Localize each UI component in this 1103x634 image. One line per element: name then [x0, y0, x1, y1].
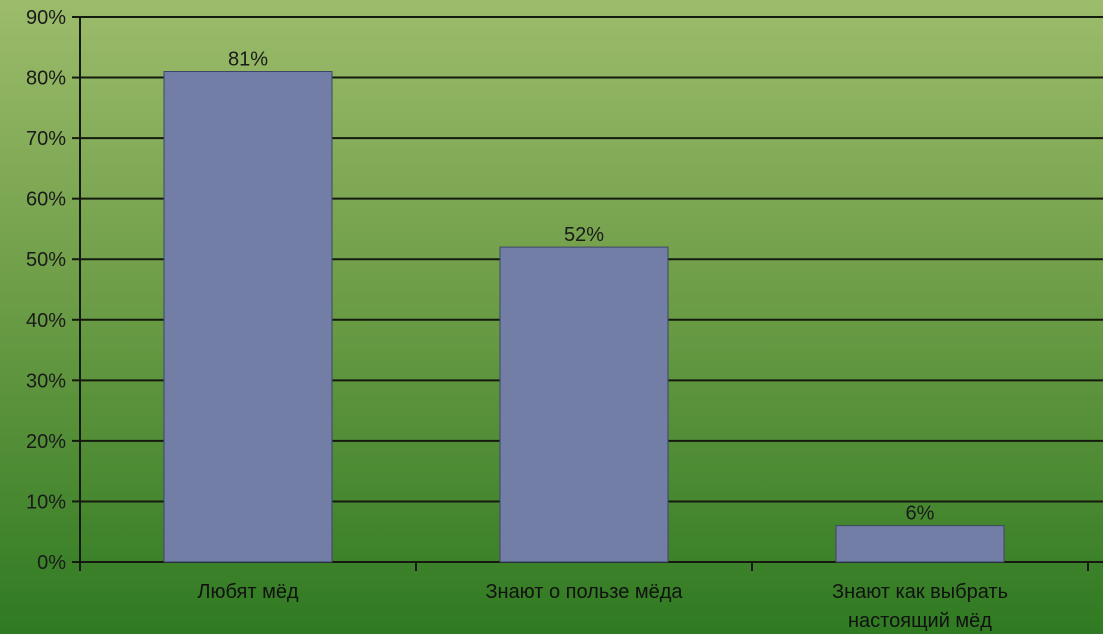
y-tick-label: 60%	[26, 189, 66, 211]
y-tick-label: 80%	[26, 68, 66, 90]
x-category-label: Знают о пользе мёда	[485, 581, 683, 603]
y-tick-label: 40%	[26, 310, 66, 332]
y-tick-label: 90%	[26, 7, 66, 29]
y-tick-label: 20%	[26, 431, 66, 453]
x-category-label: Любят мёд	[197, 581, 299, 603]
bar	[499, 246, 669, 563]
y-tick-label: 0%	[37, 552, 66, 574]
x-category-label: Знают как выбрать	[832, 581, 1008, 603]
data-label: 6%	[906, 503, 935, 525]
y-tick-label: 50%	[26, 249, 66, 271]
bar	[163, 71, 333, 563]
y-tick-label: 70%	[26, 128, 66, 150]
x-category-label: настоящий мёд	[848, 610, 992, 632]
data-label: 81%	[228, 49, 268, 71]
y-tick-label: 10%	[26, 491, 66, 513]
data-label: 52%	[564, 224, 604, 246]
bar	[835, 525, 1005, 563]
y-tick-label: 30%	[26, 370, 66, 392]
